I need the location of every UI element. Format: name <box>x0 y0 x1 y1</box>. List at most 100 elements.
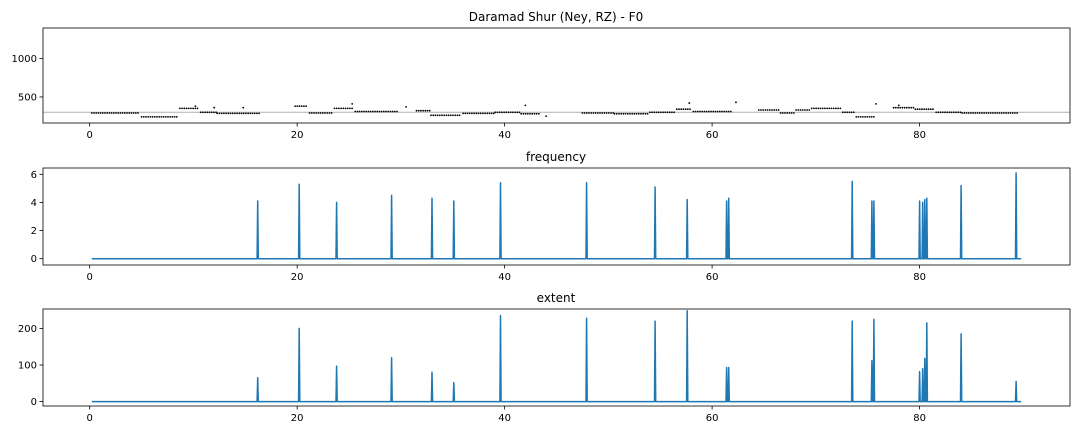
f0-point <box>892 106 895 109</box>
f0-plot-area <box>43 101 1070 118</box>
f0-point <box>300 105 303 107</box>
f0-point <box>220 112 223 115</box>
f0-point <box>134 112 137 114</box>
f0-point <box>620 112 623 115</box>
f0-point <box>686 108 689 111</box>
f0-point <box>905 106 908 109</box>
f0-point <box>466 112 469 115</box>
f0-point <box>901 106 904 109</box>
f0-point <box>158 116 161 118</box>
f0-point <box>179 107 181 110</box>
f0-point <box>839 107 842 110</box>
f0-point <box>651 111 653 114</box>
f0-point <box>294 105 296 107</box>
f0-segment <box>613 112 649 115</box>
frequency-plot-area <box>91 172 1022 260</box>
f0-segment <box>216 112 260 115</box>
f0-outlier-point <box>897 104 900 107</box>
f0-point <box>605 112 608 114</box>
f0-point <box>914 108 917 111</box>
f0-point <box>393 110 396 113</box>
f0-point <box>132 112 135 114</box>
f0-point <box>535 112 538 115</box>
frequency-x-tick-label: 40 <box>498 272 511 283</box>
f0-point <box>855 116 858 118</box>
f0-point <box>841 111 844 114</box>
f0-point <box>721 110 723 113</box>
f0-point <box>428 109 431 112</box>
f0-point <box>941 111 944 114</box>
f0-x-tick-label: 80 <box>913 130 926 141</box>
f0-point <box>862 116 864 118</box>
f0-point <box>710 110 712 113</box>
f0-segment <box>892 106 915 109</box>
f0-point <box>646 112 649 115</box>
f0-segment <box>757 109 780 111</box>
frequency-title: frequency <box>526 150 586 164</box>
f0-point <box>723 110 726 113</box>
f0-segment <box>961 112 1018 114</box>
f0-point <box>490 112 493 115</box>
f0-point <box>482 112 484 115</box>
f0-point <box>682 108 685 111</box>
f0-point <box>1000 112 1003 114</box>
f0-point <box>797 109 800 111</box>
f0-segment <box>354 110 398 113</box>
f0-point <box>635 112 638 115</box>
f0-point <box>799 109 802 111</box>
f0-point <box>950 111 953 114</box>
f0-point <box>315 112 318 114</box>
f0-point <box>819 107 822 110</box>
f0-point <box>939 111 942 114</box>
f0-point <box>247 112 250 115</box>
f0-point <box>596 112 599 114</box>
f0-point <box>310 112 313 114</box>
f0-point <box>238 112 241 115</box>
extent-y-tick-label: 100 <box>18 361 37 372</box>
f0-point <box>727 110 730 113</box>
f0-point <box>629 112 631 115</box>
f0-point <box>313 112 315 114</box>
f0-point <box>1014 112 1016 114</box>
f0-point <box>821 107 824 110</box>
f0-point <box>471 112 473 115</box>
f0-point <box>830 107 833 110</box>
f0-point <box>828 107 831 110</box>
f0-point <box>449 114 452 117</box>
f0-point <box>240 112 243 115</box>
f0-point <box>452 114 454 117</box>
f0-point <box>422 109 424 112</box>
f0-point <box>618 112 620 115</box>
f0-point <box>208 111 211 114</box>
f0-point <box>477 112 480 115</box>
extent-title: extent <box>537 291 576 305</box>
f0-point <box>344 107 347 110</box>
f0-point <box>810 107 813 110</box>
f0-segment <box>810 107 842 110</box>
f0-point <box>434 114 437 117</box>
f0-point <box>514 111 516 114</box>
f0-point <box>319 112 322 114</box>
f0-point <box>603 112 606 114</box>
f0-point <box>516 111 519 114</box>
f0-point <box>199 111 202 114</box>
f0-point <box>844 111 846 114</box>
f0-point <box>498 111 501 114</box>
f0-point <box>360 110 363 113</box>
f0-point <box>145 116 147 118</box>
f0-segment <box>333 107 353 110</box>
f0-point <box>1009 112 1012 114</box>
f0-point <box>703 110 706 113</box>
f0-point <box>696 110 699 113</box>
f0-segment <box>914 108 934 111</box>
f0-point <box>957 111 960 114</box>
f0-segment <box>140 116 178 118</box>
f0-point <box>903 106 906 109</box>
frequency-y-tick-label: 6 <box>31 170 37 181</box>
f0-point <box>657 111 660 114</box>
frequency-panel: frequency 0 20 40 60 80 0 2 4 6 <box>31 150 1071 283</box>
f0-point <box>655 111 658 114</box>
f0-point <box>378 110 381 113</box>
f0-point <box>768 109 771 111</box>
